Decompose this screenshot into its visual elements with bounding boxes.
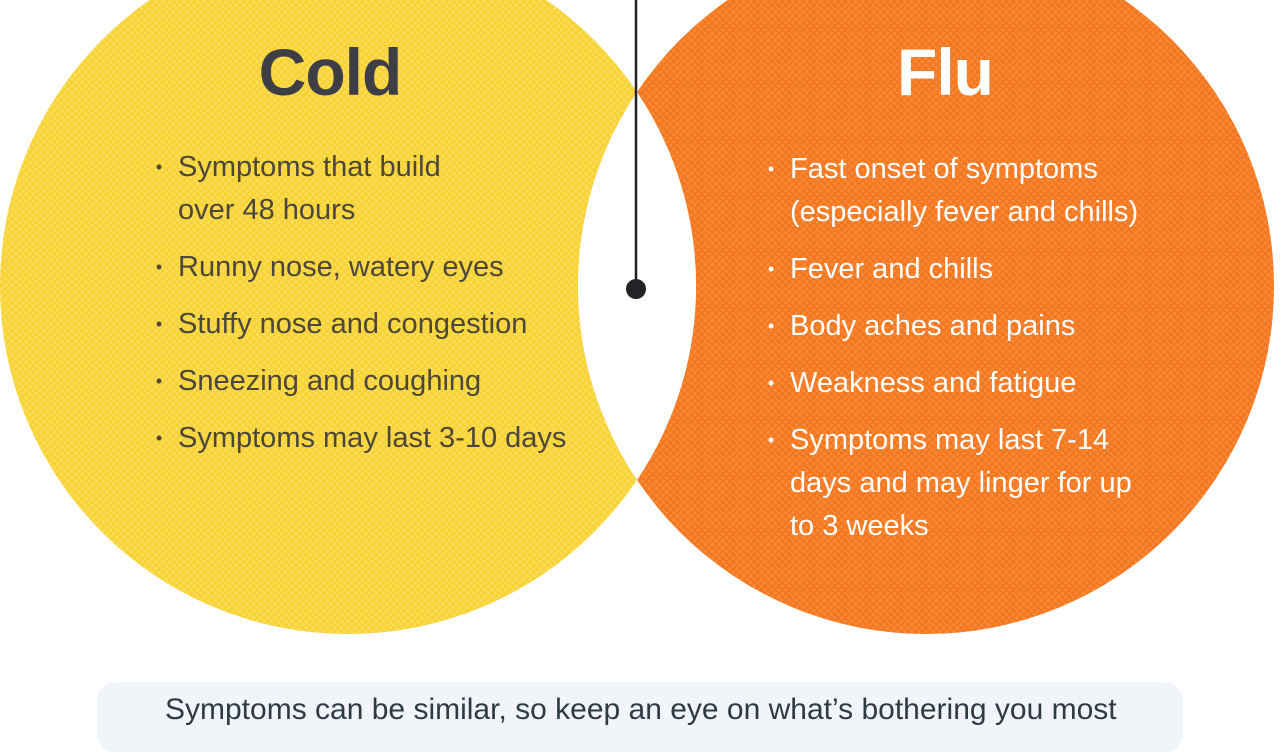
flu-symptom-text: Fever and chills	[790, 253, 994, 285]
cold-title: Cold	[258, 35, 403, 109]
cold-symptom-text: Stuffy nose and congestion	[178, 308, 528, 340]
list-item: • Weakness and fatigue	[764, 362, 1214, 405]
list-item: • Runny nose, watery eyes	[152, 246, 592, 289]
cold-symptom-text: Symptoms that build over 48 hours	[178, 151, 441, 226]
cold-circle-halftone-texture	[0, 0, 696, 634]
list-item: • Symptoms may last 7-14 days and may li…	[764, 419, 1214, 548]
bullet-dot-icon: •	[767, 430, 775, 450]
flu-circle-halftone-texture	[578, 0, 1274, 634]
list-item: • Fast onset of symptoms (especially fev…	[764, 148, 1214, 234]
bullet-dot-icon: •	[767, 316, 775, 336]
bullet-dot-icon: •	[155, 257, 163, 277]
cold-symptom-text: Sneezing and coughing	[178, 365, 482, 397]
list-item: • Sneezing and coughing	[152, 360, 592, 403]
cold-symptom-text: Symptoms may last 3-10 days	[178, 422, 567, 454]
cold-symptom-text: Runny nose, watery eyes	[178, 251, 504, 283]
list-item: • Stuffy nose and congestion	[152, 303, 592, 346]
flu-symptom-list: • Fast onset of symptoms (especially fev…	[764, 148, 1214, 562]
flu-symptom-text: Weakness and fatigue	[790, 367, 1077, 399]
bullet-dot-icon: •	[767, 373, 775, 393]
bullet-dot-icon: •	[155, 428, 163, 448]
bullet-dot-icon: •	[767, 159, 775, 179]
cold-symptom-list: • Symptoms that build over 48 hours • Ru…	[152, 146, 592, 474]
flu-symptom-text: Symptoms may last 7-14 days and may ling…	[790, 424, 1132, 542]
list-item: • Symptoms may last 3-10 days	[152, 417, 592, 460]
venn-diagram-graphic	[0, 0, 1274, 634]
bullet-dot-icon: •	[155, 157, 163, 177]
bullet-dot-icon: •	[155, 314, 163, 334]
pointer-dot	[626, 279, 646, 299]
list-item: • Symptoms that build over 48 hours	[152, 146, 592, 232]
flu-title: Flu	[897, 35, 994, 109]
list-item: • Fever and chills	[764, 248, 1214, 291]
bullet-dot-icon: •	[767, 259, 775, 279]
bullet-dot-icon: •	[155, 371, 163, 391]
flu-symptom-text: Fast onset of symptoms (especially fever…	[790, 153, 1139, 228]
flu-symptom-text: Body aches and pains	[790, 310, 1076, 342]
list-item: • Body aches and pains	[764, 305, 1214, 348]
footer-text: Symptoms can be similar, so keep an eye …	[165, 693, 1117, 726]
